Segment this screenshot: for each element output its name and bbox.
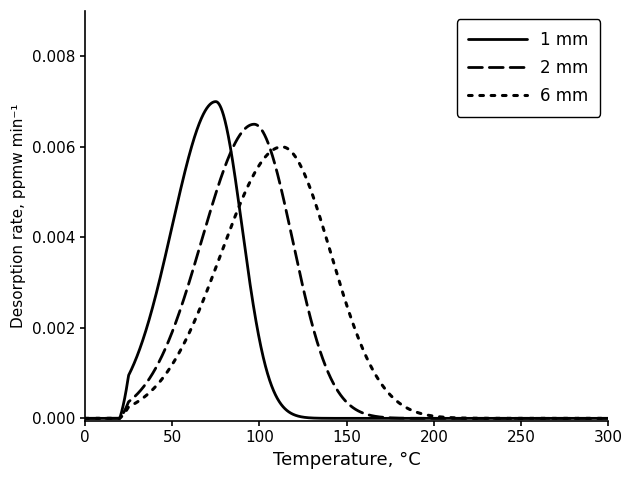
- 6 mm: [472, 415, 479, 421]
- 1 mm: [176, 189, 184, 195]
- 6 mm: [422, 412, 429, 418]
- Line: 6 mm: 6 mm: [85, 147, 609, 419]
- 6 mm: [395, 400, 403, 406]
- Legend: 1 mm, 2 mm, 6 mm: 1 mm, 2 mm, 6 mm: [456, 20, 600, 117]
- 6 mm: [281, 144, 289, 150]
- 1 mm: [422, 416, 429, 421]
- 1 mm: [395, 416, 403, 421]
- 2 mm: [281, 203, 289, 208]
- 6 mm: [278, 144, 286, 150]
- 6 mm: [176, 348, 184, 354]
- 2 mm: [81, 416, 89, 421]
- Y-axis label: Desorption rate, ppmw min⁻¹: Desorption rate, ppmw min⁻¹: [11, 104, 26, 328]
- 2 mm: [176, 308, 184, 313]
- 2 mm: [605, 416, 612, 421]
- 1 mm: [281, 406, 289, 412]
- 1 mm: [512, 416, 519, 421]
- 1 mm: [605, 416, 612, 421]
- Line: 1 mm: 1 mm: [85, 102, 609, 419]
- 1 mm: [81, 416, 89, 421]
- 6 mm: [605, 416, 612, 421]
- 2 mm: [250, 121, 258, 127]
- X-axis label: Temperature, °C: Temperature, °C: [273, 451, 420, 469]
- 1 mm: [212, 99, 219, 105]
- 2 mm: [395, 415, 403, 421]
- Line: 2 mm: 2 mm: [85, 124, 609, 419]
- 2 mm: [422, 416, 429, 421]
- 6 mm: [81, 416, 89, 421]
- 6 mm: [512, 416, 519, 421]
- 2 mm: [472, 416, 479, 421]
- 2 mm: [512, 416, 519, 421]
- 1 mm: [472, 416, 479, 421]
